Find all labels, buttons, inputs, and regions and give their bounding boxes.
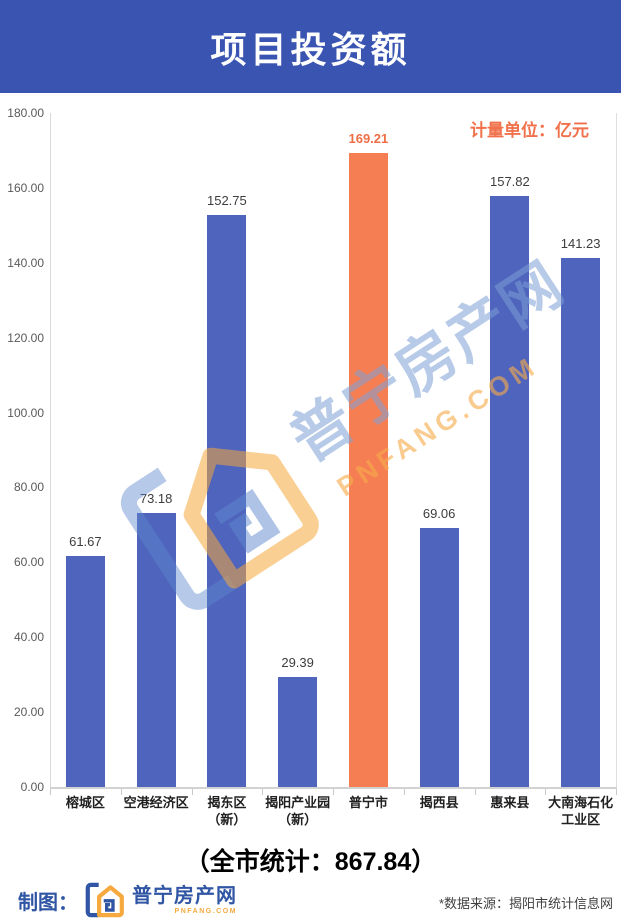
bar-value-label: 29.39 <box>281 654 314 670</box>
bar <box>136 512 176 787</box>
site-logo-subtext: PNFANG.COM <box>174 907 237 915</box>
y-axis-tick-label: 120.00 <box>7 330 44 345</box>
y-axis-tick-label: 0.00 <box>20 780 44 794</box>
bar <box>278 676 318 787</box>
plot-right-border <box>616 113 617 787</box>
page-title: 项目投资额 <box>210 28 411 70</box>
x-axis-line <box>50 787 617 789</box>
y-axis-tick-label: 160.00 <box>7 180 44 195</box>
bar-value-label: 61.67 <box>69 534 102 550</box>
x-axis-tick <box>50 789 51 795</box>
site-logo-text: 普宁房产网 <box>132 884 237 907</box>
bar-value-label: 169.21 <box>348 131 389 147</box>
bar-value-label: 73.18 <box>139 490 173 506</box>
x-axis-tick <box>616 789 617 795</box>
data-source-text: *数据来源：揭阳市统计信息网 <box>438 896 613 911</box>
bar <box>419 528 459 787</box>
y-axis-tick-label: 60.00 <box>13 555 44 570</box>
x-axis-tick <box>403 789 405 795</box>
bar-value-label: 157.82 <box>489 174 530 190</box>
bar <box>207 215 247 787</box>
bar <box>490 196 530 787</box>
y-axis-tick-label: 180.00 <box>7 106 44 120</box>
x-axis-label: 大南海石化 工业区 <box>548 795 614 827</box>
x-axis-label: 普宁市 <box>348 795 388 810</box>
footer-credit: 制图： 普宁房产网 PNFANG.COM <box>18 879 237 921</box>
x-axis-tick <box>474 789 476 795</box>
bar <box>348 153 388 787</box>
x-axis-label: 揭阳产业园 （新） <box>265 795 331 827</box>
watermark-cn-text: 普宁房产网 <box>279 249 576 475</box>
unit-label: 计量单位：亿元 <box>470 121 589 140</box>
credit-label: 制图： <box>18 891 78 914</box>
site-logo-icon <box>85 882 124 918</box>
x-axis-tick <box>262 789 264 795</box>
watermark-text-block: 普宁房产网 PNFANG.COM <box>271 237 599 510</box>
x-axis-tick <box>120 789 122 795</box>
x-axis-tick <box>191 789 193 795</box>
x-axis-label: 空港经济区 <box>123 795 189 810</box>
y-axis-tick-label: 40.00 <box>13 630 44 645</box>
bar-value-label: 141.23 <box>560 236 601 252</box>
y-axis-tick-label: 20.00 <box>13 705 44 720</box>
header-banner: 项目投资额 <box>0 0 621 93</box>
y-axis-tick-label: 80.00 <box>13 480 44 495</box>
x-axis-label: 揭西县 <box>419 795 459 810</box>
site-logo-lockup: 普宁房产网 PNFANG.COM <box>132 886 237 915</box>
bar <box>561 258 601 787</box>
x-axis-tick <box>333 789 334 795</box>
x-axis-label: 榕城区 <box>65 795 105 810</box>
x-axis-label: 惠来县 <box>490 795 530 810</box>
summary-text: （全市统计：867.84） <box>184 848 437 876</box>
x-axis-label: 揭东区 （新） <box>207 795 247 827</box>
y-axis-tick-label: 100.00 <box>7 405 44 420</box>
bar <box>65 556 105 787</box>
bar-value-label: 69.06 <box>422 506 456 522</box>
y-axis-tick-label: 140.00 <box>7 255 44 270</box>
y-axis-line <box>50 113 51 793</box>
bar-value-label: 152.75 <box>206 193 247 209</box>
x-axis-tick <box>545 789 547 795</box>
